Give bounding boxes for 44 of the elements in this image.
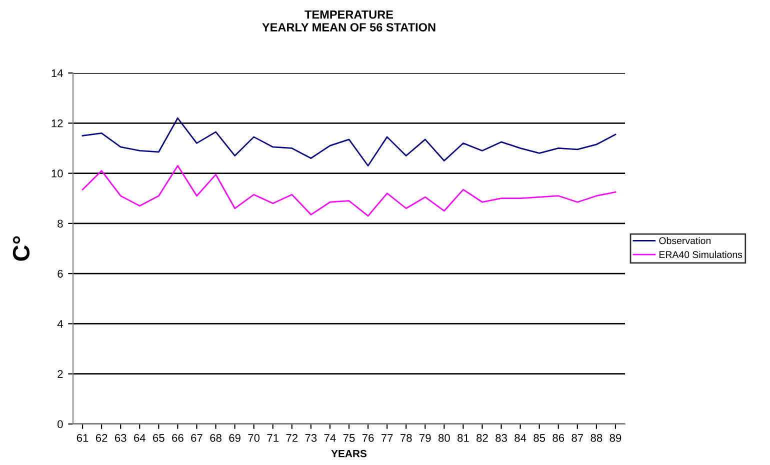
x-tick-label: 75: [343, 434, 355, 442]
x-tick-label: 84: [514, 434, 526, 442]
x-tick-label: 87: [572, 434, 584, 442]
x-tick-label: 77: [381, 434, 393, 442]
y-tick-label: 10: [52, 170, 63, 178]
y-tick-label: 12: [52, 119, 63, 128]
line-series: [82, 165, 616, 217]
x-tick-label: 81: [458, 434, 469, 442]
x-tick-label: 61: [76, 434, 88, 442]
x-tick-label: 83: [496, 434, 507, 442]
x-tick-label: 88: [590, 434, 602, 442]
y-tick-label: 8: [58, 220, 63, 228]
legend-label: ERA40 Simulations: [660, 250, 742, 258]
x-tick-label: 78: [400, 434, 412, 442]
x-tick-label: 86: [552, 434, 564, 442]
x-tick-label: 79: [420, 434, 431, 442]
x-tick-label: 82: [476, 434, 488, 442]
y-tick-label: 14: [52, 69, 63, 78]
y-tick-label: 6: [58, 270, 63, 278]
x-tick-label: 69: [229, 434, 240, 442]
x-tick-label: 70: [248, 434, 260, 442]
y-tick-label: 4: [57, 320, 63, 328]
x-tick-label: 63: [114, 434, 126, 442]
x-tick-label: 68: [210, 434, 222, 442]
legend-label: Observation: [659, 237, 710, 244]
y-tick-label: 0: [58, 420, 63, 428]
x-tick-label: 76: [362, 434, 374, 442]
x-tick-label: 85: [534, 434, 546, 442]
x-tick-label: 71: [267, 434, 278, 442]
x-tick-label: 67: [191, 434, 202, 442]
x-tick-label: 72: [286, 434, 298, 442]
x-tick-label: 65: [153, 434, 164, 442]
y-tick-label: 2: [58, 370, 63, 378]
x-tick-label: 73: [305, 434, 317, 442]
x-tick-label: 66: [172, 434, 184, 442]
x-tick-label: 74: [324, 434, 336, 442]
chart-title: TEMPERATURE YEARLY MEAN OF 56 STATION: [262, 10, 436, 32]
x-axis-title: YEARS: [331, 450, 367, 458]
x-tick-label: 64: [134, 434, 146, 442]
line-series: [82, 117, 616, 166]
x-tick-label: 89: [610, 434, 622, 442]
x-tick-label: 62: [96, 434, 108, 442]
x-tick-label: 80: [438, 434, 450, 442]
y-axis-title: C°: [12, 236, 30, 261]
